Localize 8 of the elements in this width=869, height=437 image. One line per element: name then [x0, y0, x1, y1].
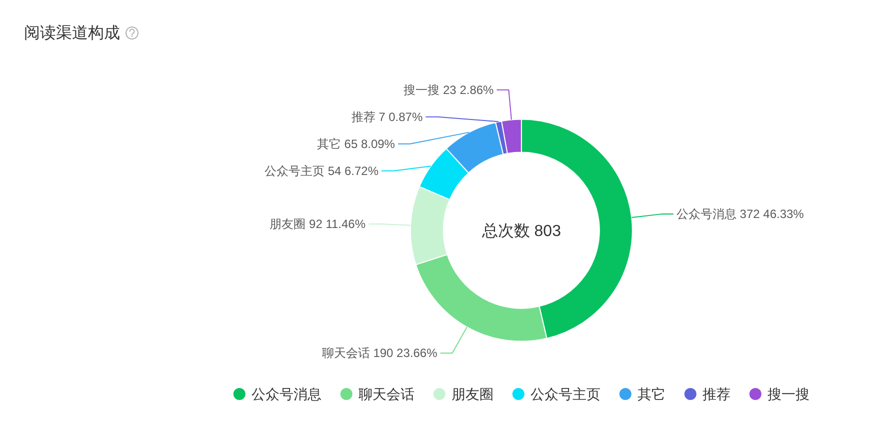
- legend-label: 其它: [637, 386, 666, 402]
- legend-label: 公众号主页: [530, 386, 600, 402]
- legend-label: 公众号消息: [251, 386, 322, 402]
- legend-label: 朋友圈: [451, 386, 494, 402]
- legend-label: 推荐: [702, 386, 730, 402]
- title: 阅读渠道构成: [24, 25, 120, 42]
- legend-label: 搜一搜: [767, 386, 810, 402]
- legend-label: 聊天会话: [358, 386, 414, 402]
